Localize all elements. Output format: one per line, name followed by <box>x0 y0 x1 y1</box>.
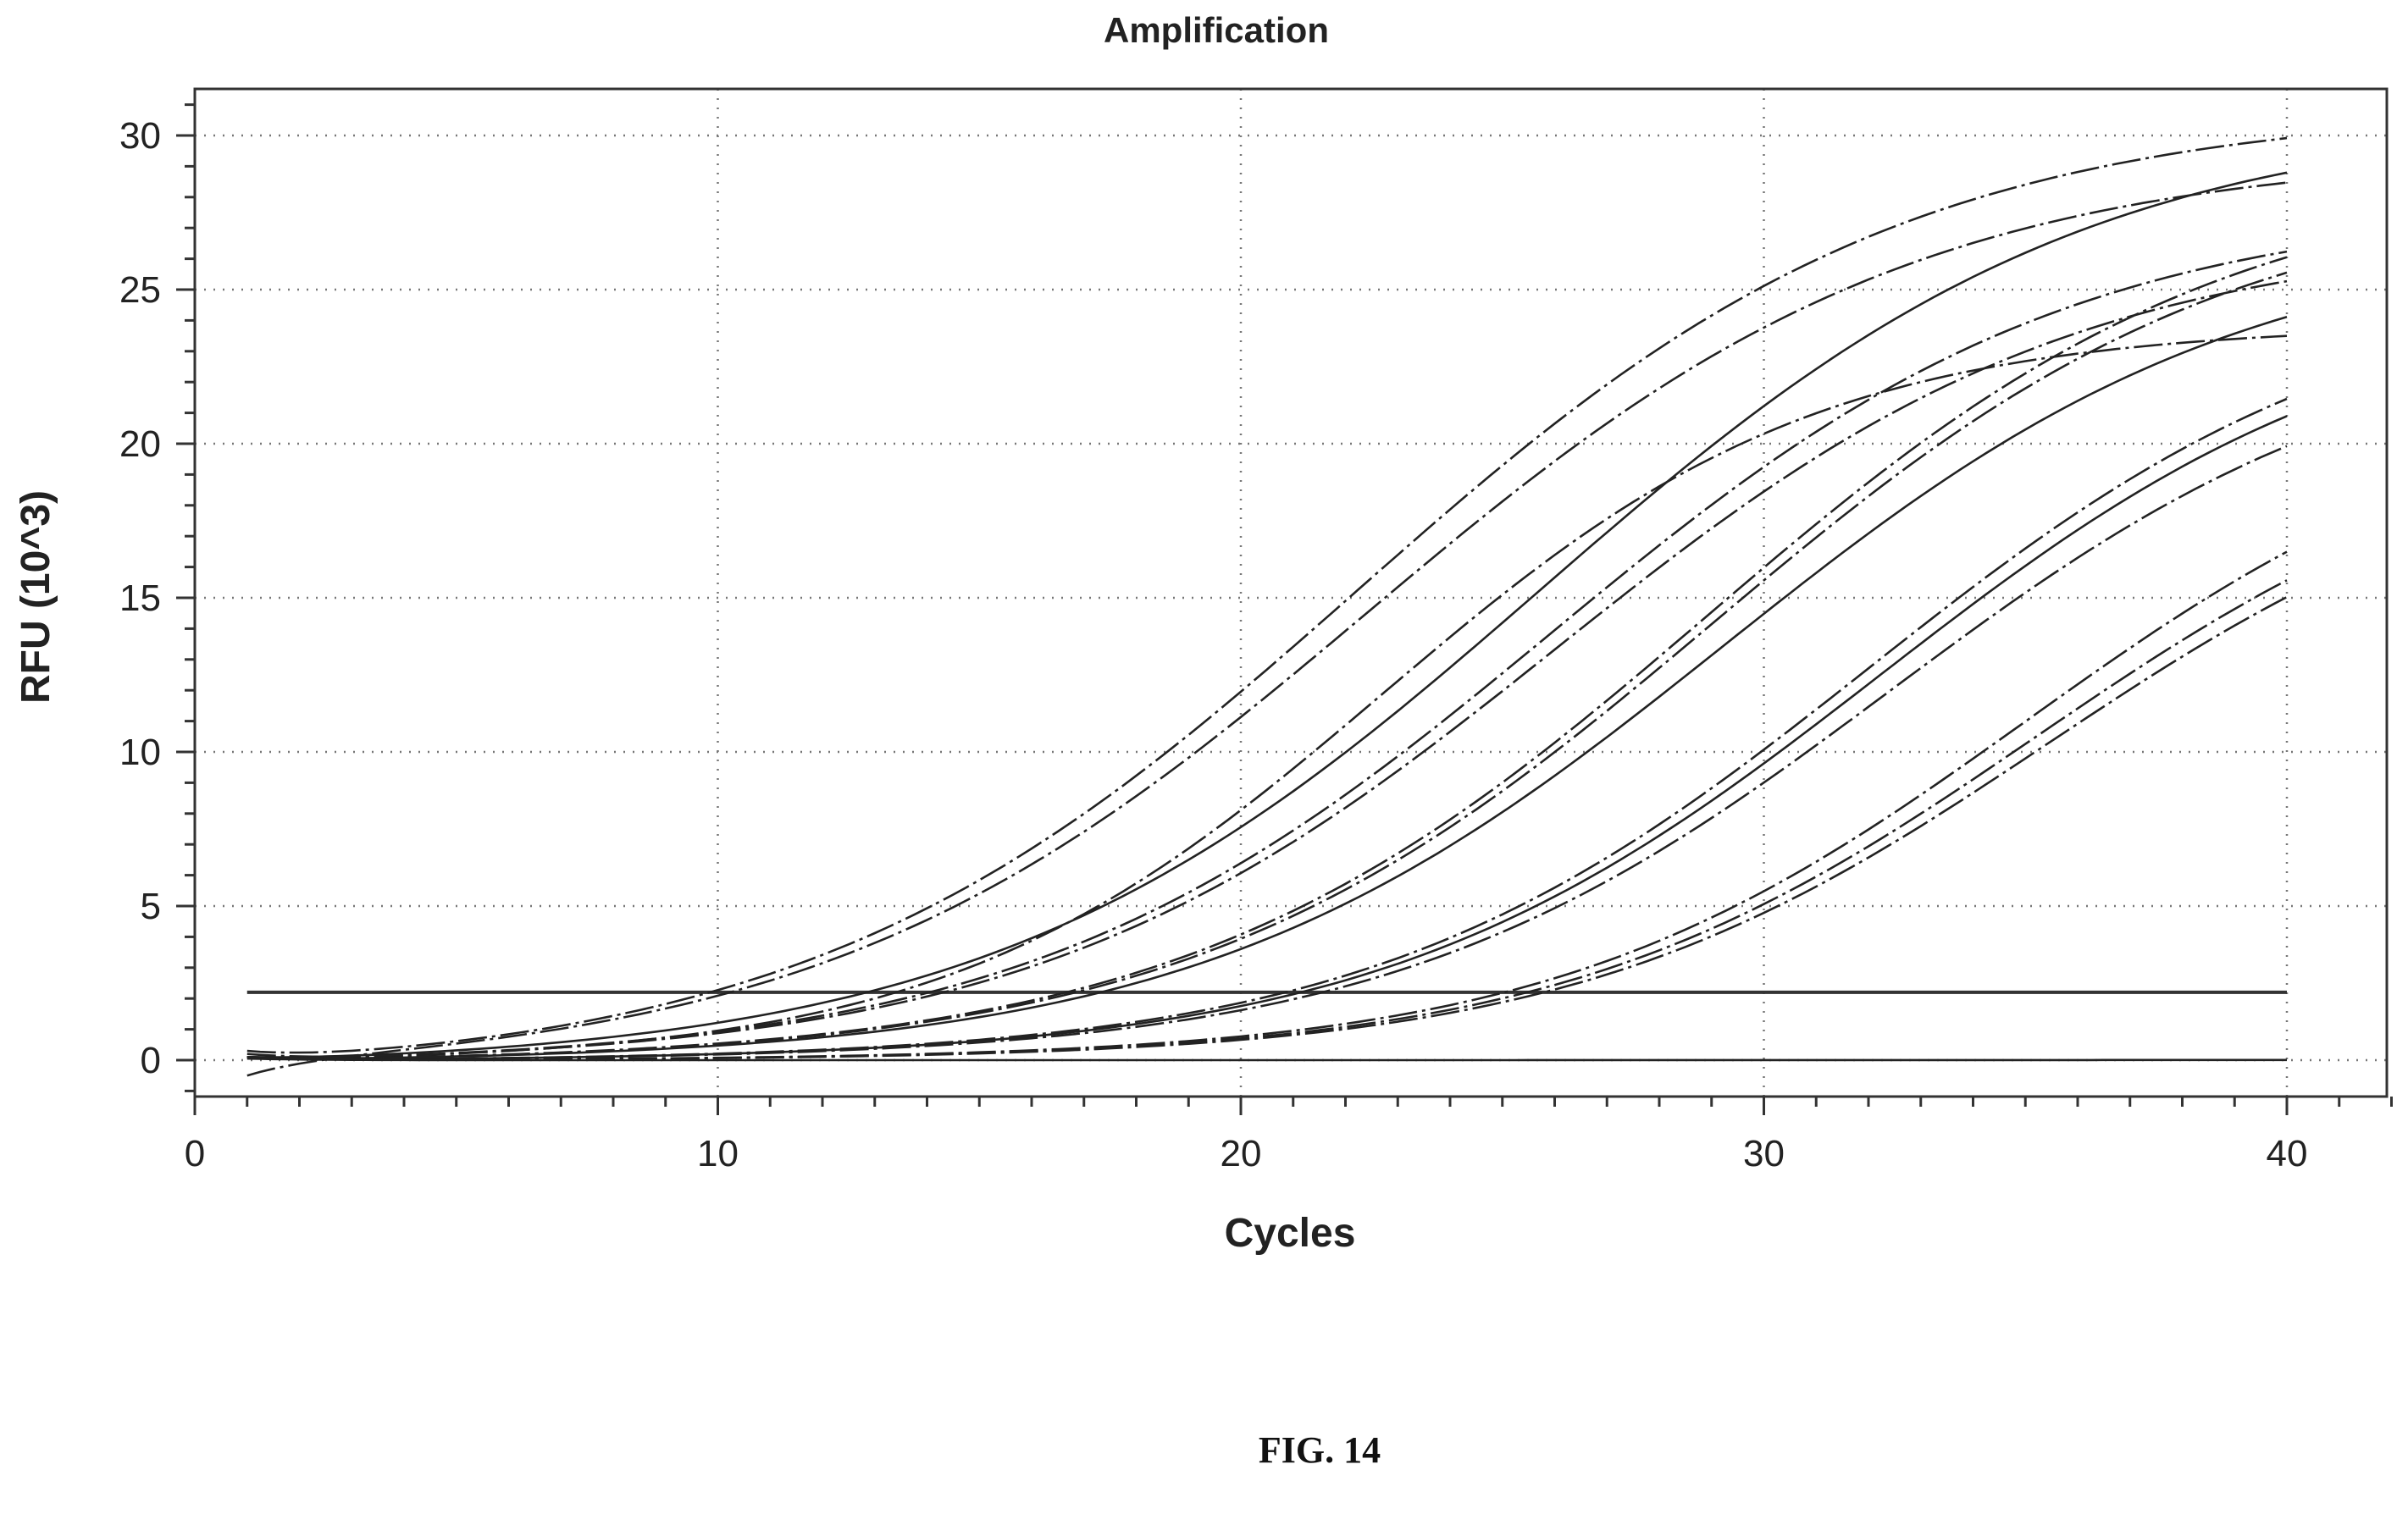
x-tick-label-20: 20 <box>1221 1133 1262 1174</box>
chart-title: Amplification <box>1104 10 1329 50</box>
y-tick-label-10: 10 <box>119 732 161 773</box>
amplification-curve-8 <box>246 271 2288 1059</box>
y-tick-label-15: 15 <box>119 577 161 619</box>
amplification-curve-6 <box>246 279 2288 1059</box>
amplification-curve-14 <box>246 579 2288 1061</box>
amplification-curve-16 <box>246 1057 2287 1062</box>
amplification-curve-2 <box>246 181 2288 1077</box>
amplification-curve-4 <box>246 171 2288 1058</box>
amplification-curve-15 <box>246 595 2288 1061</box>
amplification-curve-11 <box>246 415 2288 1060</box>
axis-ticks <box>176 103 2393 1115</box>
plot-border <box>193 87 2389 1098</box>
y-tick-label-30: 30 <box>119 115 161 157</box>
y-tick-label-20: 20 <box>119 423 161 465</box>
y-tick-label-0: 0 <box>141 1040 161 1081</box>
x-tick-label-10: 10 <box>697 1133 739 1174</box>
x-tick-label-30: 30 <box>1743 1133 1785 1174</box>
amplification-curve-10 <box>246 397 2288 1060</box>
amplification-curve-1 <box>246 136 2288 1054</box>
y-tick-label-5: 5 <box>141 886 161 927</box>
x-tick-label-40: 40 <box>2267 1133 2308 1174</box>
amplification-curve-5 <box>246 250 2288 1059</box>
plot-frame <box>193 87 2389 1098</box>
amplification-curve-9 <box>246 316 2288 1059</box>
x-axis-label: Cycles <box>1225 1211 1356 1256</box>
x-tick-label-0: 0 <box>185 1133 205 1174</box>
y-axis-label: RFU (10^3) <box>14 490 58 704</box>
amplification-curves <box>246 136 2288 1077</box>
figure-label: FIG. 14 <box>1259 1429 1381 1471</box>
y-tick-label-25: 25 <box>119 269 161 311</box>
amplification-curve-13 <box>246 550 2288 1061</box>
amplification-curve-12 <box>246 445 2288 1060</box>
